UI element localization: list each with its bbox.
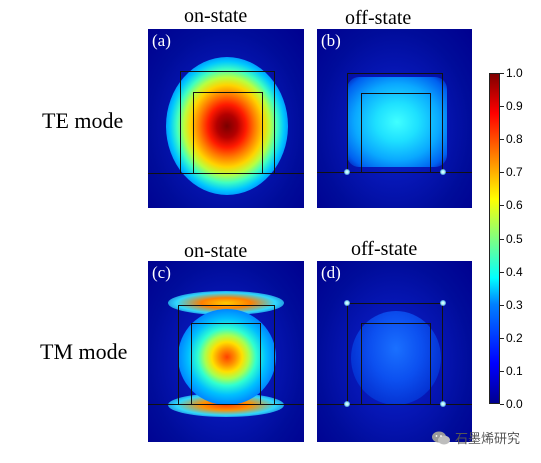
field-distribution	[351, 311, 441, 405]
field-distribution	[178, 309, 276, 405]
colorbar-tick-label: 0.5	[506, 231, 523, 246]
colorbar-tick-mark	[500, 172, 504, 174]
corner-hotspot	[440, 169, 446, 175]
panel-label-d: (d)	[321, 263, 341, 282]
inner-core-outline	[361, 93, 431, 173]
panel-label-b: (b)	[321, 31, 341, 50]
panel-label-a: (a)	[152, 31, 171, 50]
substrate-line	[148, 173, 304, 174]
colorbar-tick-label: 0.7	[506, 165, 523, 180]
colorbar-tick-label: 0.4	[506, 264, 523, 279]
corner-hotspot	[344, 169, 350, 175]
colorbar-tick-mark	[500, 271, 504, 273]
colorbar-tick-label: 0.9	[506, 99, 523, 114]
colorbar-tick-label: 0.0	[506, 397, 523, 411]
inner-core-outline	[193, 92, 263, 174]
colorbar-tick-mark	[500, 404, 504, 405]
colorbar-tick-label: 0.6	[506, 198, 523, 213]
substrate-line	[317, 172, 472, 173]
colorbar-tick-mark	[500, 73, 504, 74]
row-label-te-mode: TE mode	[42, 108, 124, 133]
title-tm-on-state: on-state	[184, 240, 248, 262]
panel-label-c: (c)	[152, 263, 171, 282]
field-distribution	[166, 57, 288, 195]
inner-core-outline	[361, 323, 431, 405]
colorbar-tick-label: 0.1	[506, 363, 523, 378]
title-te-on-state: on-state	[184, 5, 248, 27]
title-tm-off-state: off-state	[351, 238, 418, 260]
substrate-line	[148, 404, 304, 405]
colorbar-tick-mark	[500, 304, 504, 306]
wechat-icon	[432, 431, 450, 444]
panel-b-te-off-state: (b)	[317, 29, 472, 208]
panel-a-te-on-state: (a)	[148, 29, 304, 208]
watermark-text: 石墨烯研究	[455, 432, 521, 447]
colorbar-tick-label: 0.3	[506, 297, 523, 312]
inner-core-outline	[191, 323, 261, 405]
colorbar-tick-label: 0.8	[506, 132, 523, 147]
corner-hotspot	[440, 401, 446, 407]
corner-hotspot	[440, 300, 446, 306]
title-te-off-state: off-state	[345, 7, 412, 29]
panel-d-tm-off-state: (d)	[317, 261, 472, 442]
colorbar-tick-label: 1.0	[506, 66, 523, 80]
corner-hotspot	[344, 401, 350, 407]
colorbar-tick-mark	[500, 106, 504, 108]
colorbar-tick-mark	[500, 337, 504, 339]
colorbar-tick-mark	[500, 139, 504, 141]
colorbar-tick-mark	[500, 238, 504, 240]
row-label-tm-mode: TM mode	[40, 339, 128, 364]
colorbar-tick-mark	[500, 205, 504, 207]
substrate-line	[317, 404, 472, 405]
colorbar-tick-mark	[500, 370, 504, 372]
panel-c-tm-on-state: (c)	[148, 261, 304, 442]
colorbar-tick-label: 0.2	[506, 330, 523, 345]
watermark: 石墨烯研究	[431, 428, 520, 447]
corner-hotspot	[344, 300, 350, 306]
colorbar	[489, 73, 500, 404]
